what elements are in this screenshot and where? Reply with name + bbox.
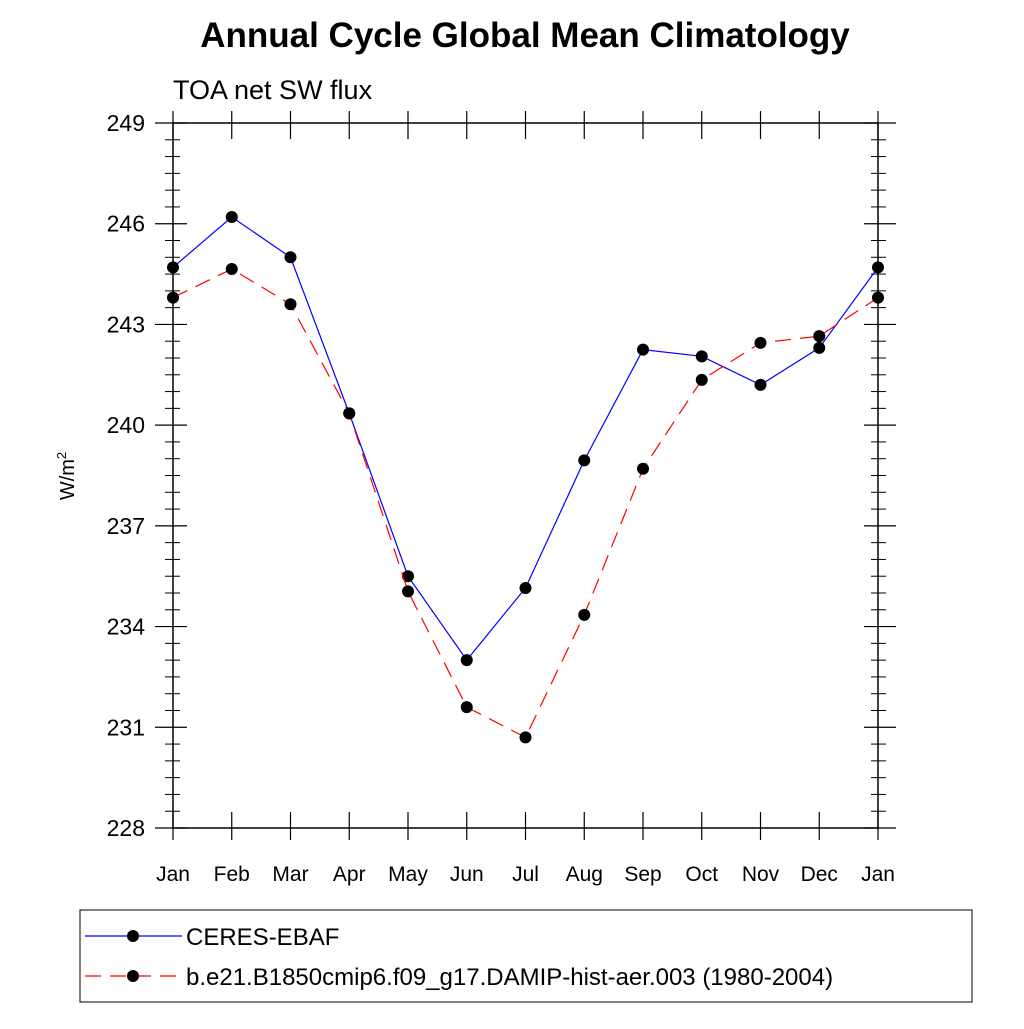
data-point: [225, 263, 238, 276]
x-tick-label: Sep: [624, 863, 661, 886]
data-point: [872, 261, 884, 274]
x-tick-label: Nov: [742, 863, 780, 886]
data-point: [695, 373, 708, 386]
data-point: [460, 701, 473, 714]
series-2: [167, 263, 884, 744]
series-1: [167, 211, 884, 667]
data-point: [284, 251, 297, 264]
data-point: [167, 261, 179, 274]
x-tick-label: Jul: [512, 863, 539, 886]
data-point: [167, 291, 179, 304]
data-point: [695, 350, 708, 363]
data-point: [813, 330, 826, 343]
axes: 228 231 234 237 240 243 246 249 Jan Feb Mar Apr May J…: [107, 110, 896, 886]
data-point: [813, 341, 826, 354]
data-point: [460, 654, 473, 667]
y-axis-label-exponent: 2: [54, 452, 69, 459]
y-axis-label: W/m2: [54, 452, 79, 500]
data-point: [754, 378, 767, 391]
x-tick-label: Feb: [214, 863, 250, 886]
y-tick-label: 249: [107, 110, 145, 136]
x-tick-label: Jan: [861, 863, 895, 886]
y-tick-label: 240: [107, 412, 145, 438]
series-layer: [167, 211, 884, 744]
data-point: [225, 211, 238, 223]
legend-marker-1: [127, 930, 139, 942]
chart-subtitle: TOA net SW flux: [173, 75, 373, 105]
data-point: [578, 454, 591, 467]
legend: CERES-EBAF b.e21.B1850cmip6.f09_g17.DAMIP…: [79, 909, 973, 1003]
data-point: [519, 581, 532, 594]
data-point: [402, 585, 414, 598]
x-tick-label: Aug: [566, 863, 603, 886]
legend-label-1: CERES-EBAF: [186, 924, 339, 951]
data-point: [578, 608, 591, 621]
data-point: [637, 462, 649, 475]
data-point: [637, 343, 649, 356]
chart-title: Annual Cycle Global Mean Climatology: [200, 16, 850, 55]
y-tick-label: 228: [107, 815, 145, 841]
x-tick-label: Oct: [685, 863, 718, 886]
y-axis-label-unit: W/m: [57, 459, 79, 500]
y-tick-label: 234: [107, 614, 146, 640]
plot-frame: [172, 122, 879, 829]
data-point: [519, 731, 532, 744]
data-point: [754, 336, 767, 349]
x-tick-label: Mar: [272, 863, 308, 886]
data-point: [284, 298, 297, 311]
y-tick-label: 246: [107, 211, 145, 237]
x-tick-label: May: [388, 863, 428, 886]
y-tick-label: 243: [107, 311, 145, 337]
data-point: [402, 570, 414, 583]
y-tick-label: 237: [107, 513, 145, 539]
series-line: [172, 268, 879, 739]
y-tick-label: 231: [107, 714, 145, 740]
legend-box: [79, 909, 973, 1003]
data-point: [343, 407, 356, 420]
x-tick-label: Apr: [333, 863, 366, 886]
x-tick-label: Dec: [801, 863, 838, 886]
legend-marker-2: [127, 970, 139, 982]
x-tick-label: Jun: [450, 863, 484, 886]
data-point: [872, 291, 884, 304]
legend-label-2: b.e21.B1850cmip6.f09_g17.DAMIP-hist-aer.…: [186, 964, 833, 991]
x-tick-label: Jan: [156, 863, 190, 886]
